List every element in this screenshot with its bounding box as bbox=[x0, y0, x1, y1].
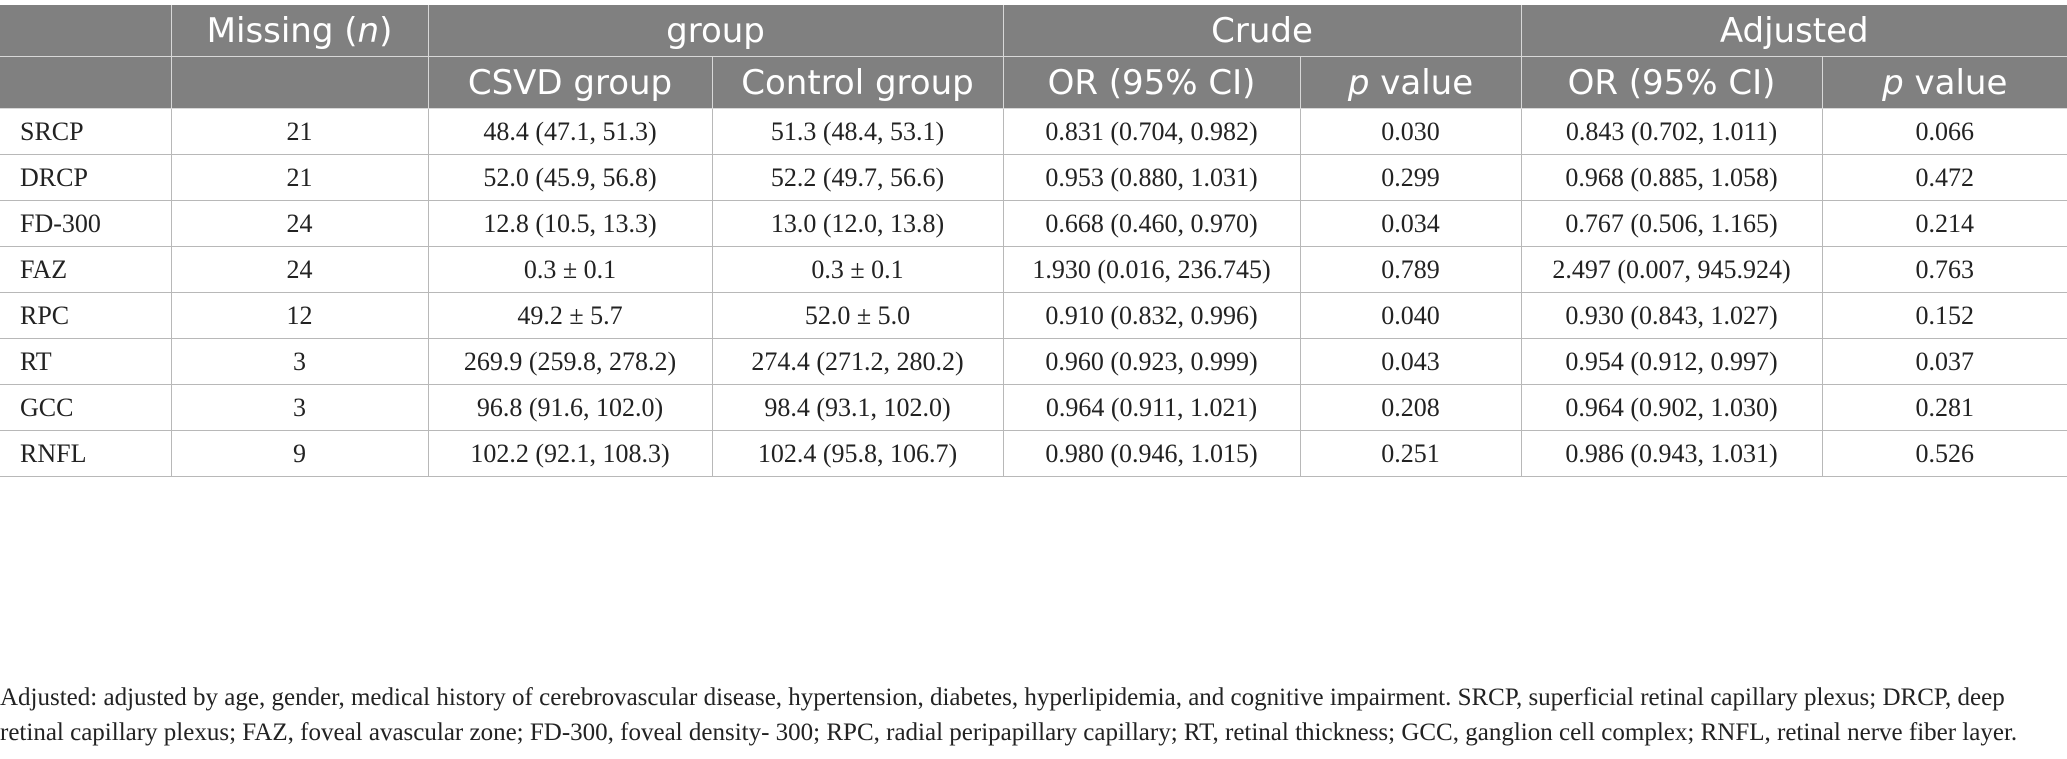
header-missing: Missing (n) bbox=[171, 5, 429, 57]
cell-crude-p: 0.789 bbox=[1300, 246, 1522, 293]
cell-adjusted-p: 0.214 bbox=[1822, 200, 2067, 247]
cell-crude-or: 0.953 (0.880, 1.031) bbox=[1003, 154, 1301, 201]
cell-adjusted-p: 0.152 bbox=[1822, 292, 2067, 339]
cell-adjusted-or: 0.964 (0.902, 1.030) bbox=[1521, 384, 1823, 431]
header-blank-1 bbox=[0, 5, 172, 57]
cell-control: 51.3 (48.4, 53.1) bbox=[712, 108, 1004, 155]
row-label: FD-300 bbox=[0, 200, 172, 247]
header-control-group: Control group bbox=[712, 56, 1004, 109]
cell-csvd: 48.4 (47.1, 51.3) bbox=[428, 108, 713, 155]
header-missing-prefix: Missing ( bbox=[206, 10, 358, 51]
table-row: SRCP 21 48.4 (47.1, 51.3) 51.3 (48.4, 53… bbox=[0, 108, 2067, 155]
row-label: RNFL bbox=[0, 430, 172, 477]
header-row-1: Missing (n) group Crude Adjusted bbox=[0, 5, 2067, 57]
cell-adjusted-p: 0.763 bbox=[1822, 246, 2067, 293]
cell-crude-p: 0.299 bbox=[1300, 154, 1522, 201]
table-row: GCC 3 96.8 (91.6, 102.0) 98.4 (93.1, 102… bbox=[0, 384, 2067, 431]
cell-crude-or: 0.980 (0.946, 1.015) bbox=[1003, 430, 1301, 477]
header-csvd-group: CSVD group bbox=[428, 56, 713, 109]
table-row: FD-300 24 12.8 (10.5, 13.3) 13.0 (12.0, … bbox=[0, 200, 2067, 247]
cell-csvd: 269.9 (259.8, 278.2) bbox=[428, 338, 713, 385]
header-adjusted-p-value: p value bbox=[1822, 56, 2067, 109]
cell-crude-p: 0.030 bbox=[1300, 108, 1522, 155]
header-crude: Crude bbox=[1003, 5, 1522, 57]
cell-csvd: 52.0 (45.9, 56.8) bbox=[428, 154, 713, 201]
cell-crude-or: 0.964 (0.911, 1.021) bbox=[1003, 384, 1301, 431]
cell-adjusted-or: 0.968 (0.885, 1.058) bbox=[1521, 154, 1823, 201]
table-row: RT 3 269.9 (259.8, 278.2) 274.4 (271.2, … bbox=[0, 338, 2067, 385]
cell-adjusted-p: 0.281 bbox=[1822, 384, 2067, 431]
cell-adjusted-or: 0.954 (0.912, 0.997) bbox=[1521, 338, 1823, 385]
cell-missing: 3 bbox=[171, 338, 429, 385]
cell-adjusted-or: 0.986 (0.943, 1.031) bbox=[1521, 430, 1823, 477]
row-label: RPC bbox=[0, 292, 172, 339]
header-blank-2b bbox=[171, 56, 429, 109]
cell-csvd: 49.2 ± 5.7 bbox=[428, 292, 713, 339]
header-missing-var: n bbox=[357, 10, 380, 51]
cell-crude-p: 0.208 bbox=[1300, 384, 1522, 431]
header-adjusted: Adjusted bbox=[1521, 5, 2067, 57]
table-row: RNFL 9 102.2 (92.1, 108.3) 102.4 (95.8, … bbox=[0, 430, 2067, 477]
cell-control: 98.4 (93.1, 102.0) bbox=[712, 384, 1004, 431]
cell-adjusted-p: 0.066 bbox=[1822, 108, 2067, 155]
header-missing-suffix: ) bbox=[379, 10, 393, 51]
cell-control: 52.2 (49.7, 56.6) bbox=[712, 154, 1004, 201]
cell-missing: 21 bbox=[171, 108, 429, 155]
cell-crude-or: 0.910 (0.832, 0.996) bbox=[1003, 292, 1301, 339]
cell-csvd: 102.2 (92.1, 108.3) bbox=[428, 430, 713, 477]
cell-control: 13.0 (12.0, 13.8) bbox=[712, 200, 1004, 247]
cell-missing: 3 bbox=[171, 384, 429, 431]
cell-csvd: 96.8 (91.6, 102.0) bbox=[428, 384, 713, 431]
row-label: FAZ bbox=[0, 246, 172, 293]
cell-crude-or: 1.930 (0.016, 236.745) bbox=[1003, 246, 1301, 293]
header-blank-2a bbox=[0, 56, 172, 109]
cell-missing: 12 bbox=[171, 292, 429, 339]
cell-adjusted-or: 0.843 (0.702, 1.011) bbox=[1521, 108, 1823, 155]
cell-csvd: 0.3 ± 0.1 bbox=[428, 246, 713, 293]
header-adjusted-p-suffix: value bbox=[1903, 62, 2008, 103]
cell-crude-p: 0.251 bbox=[1300, 430, 1522, 477]
header-adjusted-or: OR (95% CI) bbox=[1521, 56, 1823, 109]
cell-adjusted-or: 2.497 (0.007, 945.924) bbox=[1521, 246, 1823, 293]
cell-missing: 21 bbox=[171, 154, 429, 201]
table-row: RPC 12 49.2 ± 5.7 52.0 ± 5.0 0.910 (0.83… bbox=[0, 292, 2067, 339]
cell-crude-p: 0.040 bbox=[1300, 292, 1522, 339]
row-label: DRCP bbox=[0, 154, 172, 201]
header-adjusted-p-var: p bbox=[1882, 62, 1904, 103]
cell-adjusted-p: 0.037 bbox=[1822, 338, 2067, 385]
cell-control: 274.4 (271.2, 280.2) bbox=[712, 338, 1004, 385]
header-row-2: CSVD group Control group OR (95% CI) p v… bbox=[0, 56, 2067, 109]
results-table: Missing (n) group Crude Adjusted CSVD gr… bbox=[0, 5, 2067, 477]
cell-control: 102.4 (95.8, 106.7) bbox=[712, 430, 1004, 477]
table-row: DRCP 21 52.0 (45.9, 56.8) 52.2 (49.7, 56… bbox=[0, 154, 2067, 201]
cell-csvd: 12.8 (10.5, 13.3) bbox=[428, 200, 713, 247]
row-label: RT bbox=[0, 338, 172, 385]
cell-control: 52.0 ± 5.0 bbox=[712, 292, 1004, 339]
table-row: FAZ 24 0.3 ± 0.1 0.3 ± 0.1 1.930 (0.016,… bbox=[0, 246, 2067, 293]
header-crude-p-suffix: value bbox=[1369, 62, 1474, 103]
header-crude-p-var: p bbox=[1347, 62, 1370, 103]
cell-adjusted-p: 0.472 bbox=[1822, 154, 2067, 201]
cell-control: 0.3 ± 0.1 bbox=[712, 246, 1004, 293]
cell-crude-p: 0.034 bbox=[1300, 200, 1522, 247]
cell-missing: 24 bbox=[171, 246, 429, 293]
cell-missing: 24 bbox=[171, 200, 429, 247]
header-crude-p-value: p value bbox=[1300, 56, 1522, 109]
cell-adjusted-or: 0.930 (0.843, 1.027) bbox=[1521, 292, 1823, 339]
cell-missing: 9 bbox=[171, 430, 429, 477]
table-footnote: Adjusted: adjusted by age, gender, medic… bbox=[0, 684, 2018, 746]
cell-crude-or: 0.668 (0.460, 0.970) bbox=[1003, 200, 1301, 247]
cell-crude-or: 0.831 (0.704, 0.982) bbox=[1003, 108, 1301, 155]
cell-crude-p: 0.043 bbox=[1300, 338, 1522, 385]
header-group: group bbox=[428, 5, 1004, 57]
cell-adjusted-p: 0.526 bbox=[1822, 430, 2067, 477]
row-label: GCC bbox=[0, 384, 172, 431]
cell-crude-or: 0.960 (0.923, 0.999) bbox=[1003, 338, 1301, 385]
cell-adjusted-or: 0.767 (0.506, 1.165) bbox=[1521, 200, 1823, 247]
row-label: SRCP bbox=[0, 108, 172, 155]
header-crude-or: OR (95% CI) bbox=[1003, 56, 1301, 109]
